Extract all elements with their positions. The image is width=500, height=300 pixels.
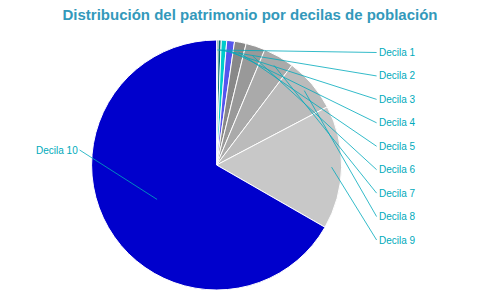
svg-text:Decila 3: Decila 3: [379, 94, 416, 105]
svg-text:Decila 4: Decila 4: [379, 117, 416, 128]
svg-text:Decila 8: Decila 8: [379, 211, 416, 222]
svg-text:Decila 7: Decila 7: [379, 188, 416, 199]
svg-text:Decila 10: Decila 10: [36, 145, 78, 156]
svg-text:Decila 9: Decila 9: [379, 235, 416, 246]
svg-text:Decila 6: Decila 6: [379, 164, 416, 175]
svg-text:Decila 2: Decila 2: [379, 70, 416, 81]
svg-text:Distribución del patrimonio po: Distribución del patrimonio por decilas …: [62, 6, 437, 23]
svg-text:Decila 1: Decila 1: [379, 47, 416, 58]
svg-text:Decila 5: Decila 5: [379, 141, 416, 152]
